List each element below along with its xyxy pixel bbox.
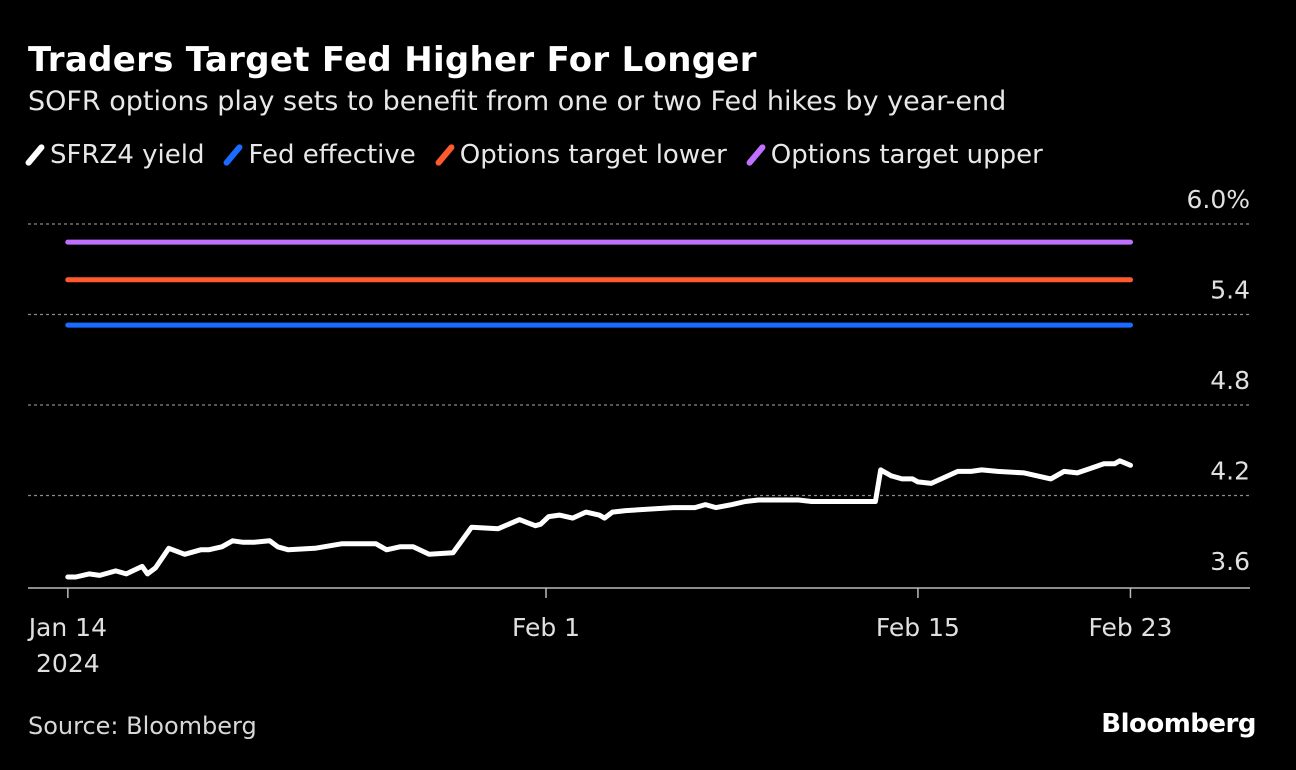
x-tick-label: Jan 14 <box>27 613 107 642</box>
legend-label-sfrz4: SFRZ4 yield <box>50 140 205 170</box>
source-note: Source: Bloomberg <box>28 712 257 740</box>
x-tick-label: Feb 15 <box>876 613 960 642</box>
legend: SFRZ4 yield Fed effective Options target… <box>24 140 1065 170</box>
bloomberg-logo: Bloomberg <box>1101 709 1256 739</box>
chart-subtitle: SOFR options play sets to benefit from o… <box>28 86 1007 117</box>
legend-label-options-lower: Options target lower <box>459 140 727 170</box>
legend-item-sfrz4: SFRZ4 yield <box>24 140 205 170</box>
x-tick-sublabel: 2024 <box>36 649 100 678</box>
y-tick-label: 5.4 <box>1210 276 1250 305</box>
y-tick-label: 3.6 <box>1210 547 1250 576</box>
legend-label-fed-effective: Fed effective <box>248 140 416 170</box>
legend-label-options-upper: Options target upper <box>770 140 1043 170</box>
y-tick-label: 4.8 <box>1210 366 1250 395</box>
y-tick-label: 4.2 <box>1210 457 1250 486</box>
y-tick-label: 6.0% <box>1186 185 1250 214</box>
x-tick-label: Feb 23 <box>1088 613 1172 642</box>
line-chart: 6.0% 5.4 4.8 4.2 3.6 Jan 14 2024 Feb 1 Feb 15 Feb… <box>27 185 1250 678</box>
legend-item-fed-effective: Fed effective <box>222 140 416 170</box>
legend-item-options-lower: Options target lower <box>434 140 727 170</box>
legend-item-options-upper: Options target upper <box>745 140 1043 170</box>
x-tick-label: Feb 1 <box>512 613 580 642</box>
chart-title: Traders Target Fed Higher For Longer <box>28 40 757 80</box>
series-line-sfrz4-yield <box>65 458 1133 580</box>
